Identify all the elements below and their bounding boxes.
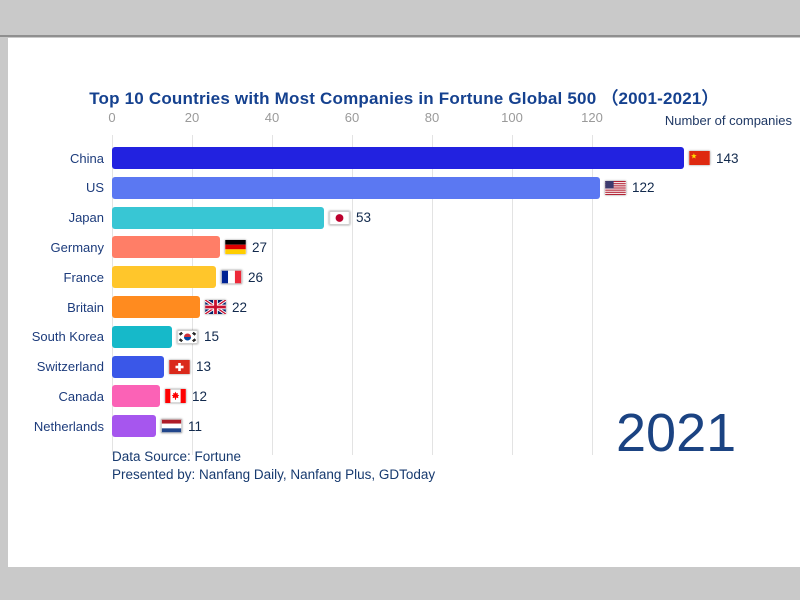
bar — [112, 147, 684, 169]
bar-value: 12 — [192, 388, 208, 404]
x-tick-label: 60 — [344, 110, 360, 125]
presented-by-text: Presented by: Nanfang Daily, Nanfang Plu… — [112, 467, 436, 482]
country-label: Britain — [67, 299, 104, 315]
bar-row: South Korea 15 — [8, 325, 800, 348]
bar — [112, 176, 600, 199]
gridline — [272, 135, 273, 455]
bar — [112, 355, 164, 378]
axis-label: Number of companies — [664, 113, 792, 128]
bar — [112, 266, 216, 289]
year-label: 2021 — [616, 403, 737, 463]
gridline — [352, 135, 353, 455]
country-label: Canada — [58, 388, 104, 404]
bar-value: 15 — [204, 329, 220, 345]
gridline — [112, 135, 113, 455]
bar-value: 53 — [356, 210, 372, 226]
country-label: Japan — [68, 210, 104, 226]
flag-icon-switzerland — [169, 359, 190, 374]
chart-frame: Top 10 Countries with Most Companies in … — [8, 38, 800, 567]
bar — [112, 325, 172, 348]
bar-value: 22 — [232, 299, 248, 315]
flag-icon-japan — [329, 210, 350, 225]
x-tick-label: 20 — [184, 110, 200, 125]
plot-area: 0 20 40 60 80 100 120 China 143 US 122 Japan 53 Germa… — [8, 38, 800, 567]
data-source-text: Data Source: Fortune — [112, 449, 242, 464]
bar-row: Japan 53 — [8, 206, 800, 229]
flag-icon-south-korea — [177, 329, 198, 344]
flag-icon-china — [689, 151, 710, 165]
bar-value: 122 — [632, 180, 655, 196]
flag-icon-france — [221, 270, 242, 285]
x-tick-label: 100 — [501, 110, 523, 125]
bar — [112, 206, 324, 229]
bar-value: 26 — [248, 269, 264, 285]
country-label: Netherlands — [33, 418, 104, 434]
bar-row: Britain 22 — [8, 296, 800, 318]
country-label: China — [70, 150, 104, 166]
country-label: South Korea — [31, 329, 104, 345]
bar-value: 143 — [716, 150, 739, 166]
bar-row: Germany 27 — [8, 236, 800, 259]
country-label: Switzerland — [36, 359, 104, 375]
x-tick-label: 80 — [424, 110, 440, 125]
flag-icon-germany — [225, 240, 246, 255]
chart-title: Top 10 Countries with Most Companies in … — [89, 89, 719, 108]
x-tick-label: 0 — [108, 110, 116, 125]
gridline — [512, 135, 513, 455]
gridline — [592, 135, 593, 455]
x-tick-label: 120 — [581, 110, 603, 125]
flag-icon-canada — [165, 389, 186, 404]
bar-row: China 143 — [8, 147, 800, 169]
gridline — [192, 135, 193, 455]
bar-value: 27 — [252, 239, 268, 255]
flag-icon-britain — [205, 300, 226, 314]
bar-row: Netherlands 11 — [8, 415, 800, 438]
bar-row: US 122 — [8, 176, 800, 199]
bar — [112, 385, 160, 408]
x-tick-label: 40 — [264, 110, 280, 125]
bar-row: Canada 12 — [8, 385, 800, 408]
bar — [112, 296, 200, 318]
bar-row: France 26 — [8, 266, 800, 289]
bar-value: 11 — [188, 418, 203, 434]
bar — [112, 415, 156, 438]
bar — [112, 236, 220, 259]
flag-icon-netherlands — [161, 419, 182, 434]
frame-divider — [0, 35, 800, 37]
bar-value: 13 — [196, 359, 212, 375]
bar-row: Switzerland 13 — [8, 355, 800, 378]
gridline — [432, 135, 433, 455]
country-label: US — [85, 180, 104, 196]
chart-footer: Data Source: Fortune Presented by: Nanfa… — [112, 448, 435, 484]
flag-icon-us — [605, 180, 626, 195]
country-label: France — [63, 269, 104, 285]
country-label: Germany — [50, 239, 104, 255]
